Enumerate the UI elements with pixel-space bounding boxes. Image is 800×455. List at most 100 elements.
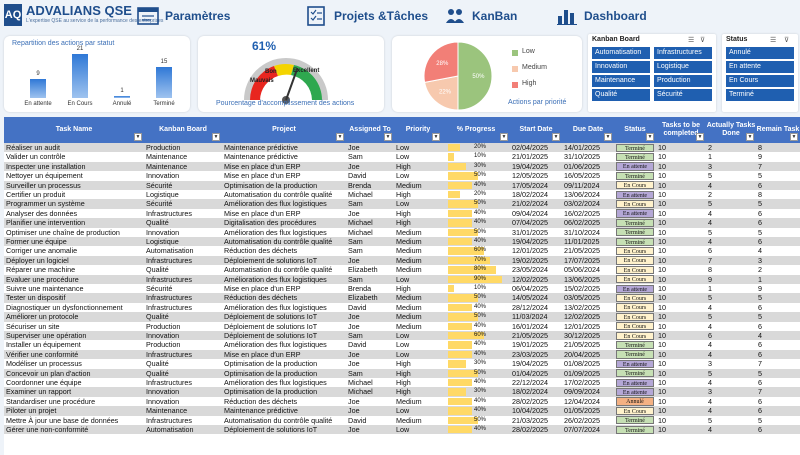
table-row[interactable]: Gérer une non-conformité Automatisation Dé… [4, 425, 800, 435]
table-row[interactable]: Inspecter une installation Maintenance Mis… [4, 161, 800, 172]
column-header-tasks-to-be-completed[interactable]: Tasks to be completed ▼ [656, 117, 706, 143]
column-header-status[interactable]: Status ▼ [614, 117, 656, 143]
progress-cell: 40% [442, 406, 510, 415]
kanban-filter-maintenance[interactable]: Maintenance [592, 75, 650, 87]
filter-dropdown-icon[interactable]: ▼ [746, 133, 754, 141]
kanban-filter-infrastructures[interactable]: Infrastructures [654, 47, 712, 59]
bar-chart-icon [557, 10, 577, 25]
filter-dropdown-icon[interactable]: ▼ [790, 133, 798, 141]
status-cell: Terminé [614, 228, 656, 237]
table-row[interactable]: Concevoir un plan d'action Qualité Optimis… [4, 368, 800, 378]
column-header-start-date[interactable]: Start Date ▼ [510, 117, 562, 143]
multi-select-icon[interactable]: ☰ [688, 37, 695, 44]
table-row[interactable]: Surveiller un processus Sécurité Optimisat… [4, 180, 800, 190]
table-row[interactable]: Optimiser une chaîne de production Innova… [4, 227, 800, 237]
cell-project: Réduction des déchets [224, 293, 298, 303]
table-row[interactable]: Suivre une maintenance Sécurité Mise en pl… [4, 284, 800, 294]
column-header-due-date[interactable]: Due Date ▼ [562, 117, 614, 143]
table-row[interactable]: Diagnostiquer un dysfonctionnement Infras… [4, 302, 800, 313]
progress-cell: 40% [442, 237, 510, 246]
filter-dropdown-icon[interactable]: ▼ [134, 133, 142, 141]
filter-dropdown-icon[interactable]: ▼ [696, 133, 704, 141]
progress-bar-fill [448, 416, 478, 424]
table-row[interactable]: Installer un équipement Production Amélior… [4, 340, 800, 350]
filter-dropdown-icon[interactable]: ▼ [212, 133, 220, 141]
clear-filter-icon[interactable]: ⊽ [700, 37, 706, 44]
table-row[interactable]: Sécuriser un site Production Déploiement d… [4, 321, 800, 331]
table-row[interactable]: Former une équipe Logistique Automatisatio… [4, 237, 800, 247]
nav-parametres[interactable]: Paramètres [137, 4, 230, 28]
filter-dropdown-icon[interactable]: ▼ [604, 133, 612, 141]
cell-assigned-to: Joe [348, 208, 360, 218]
status-chart-card: Repartition des actions par statut 9 En a… [4, 36, 190, 112]
column-header--progress[interactable]: % Progress ▼ [442, 117, 510, 143]
column-header-priority[interactable]: Priority ▼ [394, 117, 442, 143]
status-badge: En attente [616, 190, 654, 199]
progress-cell: 40% [442, 397, 510, 406]
status-filter-item[interactable]: En attente [726, 61, 794, 73]
table-row[interactable]: Mettre À jour une base de données Infrast… [4, 415, 800, 425]
filter-dropdown-icon[interactable]: ▼ [336, 133, 344, 141]
kanban-filter-logistique[interactable]: Logistique [654, 61, 712, 73]
table-row[interactable]: Certifier un produit Logistique Automatisa… [4, 190, 800, 200]
status-cell: Terminé [614, 152, 656, 162]
kanban-filter-automatisation[interactable]: Automatisation [592, 47, 650, 59]
cell-task-name: Former une équipe [6, 237, 67, 246]
status-cell: En attente [614, 209, 656, 218]
status-filter-item[interactable]: En Cours [726, 75, 794, 87]
status-filter-item[interactable]: Annulé [726, 47, 794, 59]
table-row[interactable]: Superviser une opération Innovation Déploi… [4, 331, 800, 341]
column-header-label: % Progress [456, 126, 496, 133]
filter-dropdown-icon[interactable]: ▼ [552, 133, 560, 141]
progress-cell: 50% [442, 312, 510, 321]
filter-dropdown-icon[interactable]: ▼ [384, 133, 392, 141]
cell-remain-task: 5 [758, 312, 762, 322]
kanban-filter-production[interactable]: Production [654, 75, 712, 87]
table-row[interactable]: Modéliser un processus Qualité Optimisatio… [4, 359, 800, 369]
table-row[interactable]: Evaluer une procédure Infrastructures Amél… [4, 274, 800, 284]
column-header-actually-tasks-done[interactable]: Actually Tasks Done ▼ [706, 117, 756, 143]
kanban-filter-innovation[interactable]: Innovation [592, 61, 650, 73]
column-header-kanban-board[interactable]: Kanban Board ▼ [144, 117, 222, 143]
table-row[interactable]: Réaliser un audit Production Maintenance p… [4, 143, 800, 153]
table-row[interactable]: Piloter un projet Maintenance Maintenance … [4, 406, 800, 416]
column-header-project[interactable]: Project ▼ [222, 117, 346, 143]
table-row[interactable]: Réparer une machine Qualité Automatisation… [4, 265, 800, 275]
nav-kanban[interactable]: KanBan [444, 4, 517, 28]
cell-actually-tasks-done: 4 [708, 208, 712, 218]
table-row[interactable]: Vérifier une conformité Infrastructures Mi… [4, 349, 800, 360]
table-row[interactable]: Améliorer un protocole Qualité Déploiement… [4, 312, 800, 322]
status-filter-item[interactable]: Terminé [726, 89, 794, 101]
table-row[interactable]: Valider un contrôle Maintenance Maintenanc… [4, 152, 800, 162]
filter-dropdown-icon[interactable]: ▼ [500, 133, 508, 141]
nav-projets-taches[interactable]: Projets &Tâches [306, 4, 428, 28]
column-header-remain-task[interactable]: Remain Task ▼ [756, 117, 800, 143]
cell-remain-task: 6 [758, 349, 762, 359]
cell-project: Réduction des déchets [224, 396, 298, 406]
table-row[interactable]: Planifier une intervention Qualité Digital… [4, 218, 800, 228]
kanban-filter-sécurité[interactable]: Sécurité [654, 89, 712, 101]
cell-due-date: 09/11/2024 [564, 180, 600, 190]
filter-dropdown-icon[interactable]: ▼ [646, 133, 654, 141]
table-row[interactable]: Standardiser une procédure Innovation Rédu… [4, 396, 800, 407]
table-row[interactable]: Programmer un système Sécurité Amélioratio… [4, 199, 800, 209]
clear-filter-icon[interactable]: ⊽ [784, 37, 790, 44]
column-header-task-name[interactable]: Task Name ▼ [4, 117, 144, 143]
gauge-zone-label-mauvais: Mauvais [250, 78, 274, 84]
filter-dropdown-icon[interactable]: ▼ [432, 133, 440, 141]
kanban-filter-qualité[interactable]: Qualité [592, 89, 650, 101]
multi-select-icon[interactable]: ☰ [770, 37, 777, 44]
cell-tasks-to-be-completed: 10 [658, 152, 666, 162]
nav-dashboard[interactable]: Dashboard [556, 4, 647, 28]
table-row[interactable]: Examiner un rapport Innovation Optimisatio… [4, 387, 800, 397]
table-row[interactable]: Nettoyer un équipement Innovation Mise en … [4, 171, 800, 181]
status-badge: En attente [616, 359, 654, 369]
column-header-assigned-to[interactable]: Assigned To ▼ [346, 117, 394, 143]
table-row[interactable]: Déployer un logiciel Infrastructures Déplo… [4, 255, 800, 266]
table-row[interactable]: Tester un dispositif Infrastructures Réduc… [4, 293, 800, 303]
table-row[interactable]: Analyser des données Infrastructures Mise … [4, 208, 800, 219]
table-row[interactable]: Coordonner une équipe Infrastructures Amél… [4, 378, 800, 388]
cell-due-date: 16/02/2025 [564, 208, 600, 218]
cell-task-name: Réaliser un audit [6, 143, 60, 152]
table-row[interactable]: Corriger une anomalie Automatisation Réduc… [4, 246, 800, 256]
